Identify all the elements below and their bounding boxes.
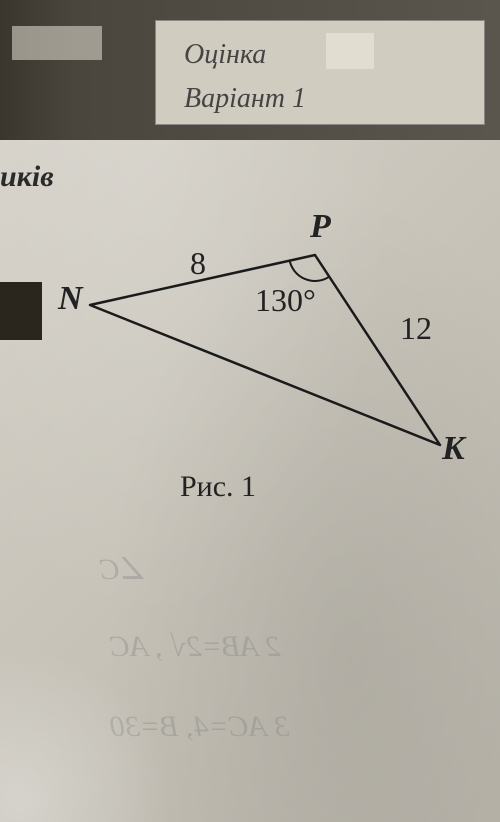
side-NP-length: 8 — [190, 245, 206, 282]
vertex-K-label: K — [442, 430, 465, 468]
grade-blank-field — [326, 33, 374, 69]
figure-caption: Рис. 1 — [180, 470, 256, 504]
triangle-diagram — [50, 225, 490, 505]
variant-label: Варіант 1 — [184, 83, 306, 115]
photo-glare — [0, 622, 200, 822]
header-small-box — [12, 26, 102, 60]
angle-P-value: 130° — [255, 282, 316, 319]
bleed-through-text-1: ∠C — [100, 552, 147, 587]
grade-variant-box: Оцінка Варіант 1 — [155, 20, 485, 125]
vertex-P-label: P — [310, 208, 331, 246]
partial-cropped-text: иків — [0, 160, 54, 194]
side-PK-length: 12 — [400, 310, 432, 347]
vertex-N-label: N — [58, 280, 83, 318]
grade-label: Оцінка — [184, 39, 266, 71]
triangle-svg — [50, 225, 490, 505]
left-dark-block — [0, 282, 42, 340]
